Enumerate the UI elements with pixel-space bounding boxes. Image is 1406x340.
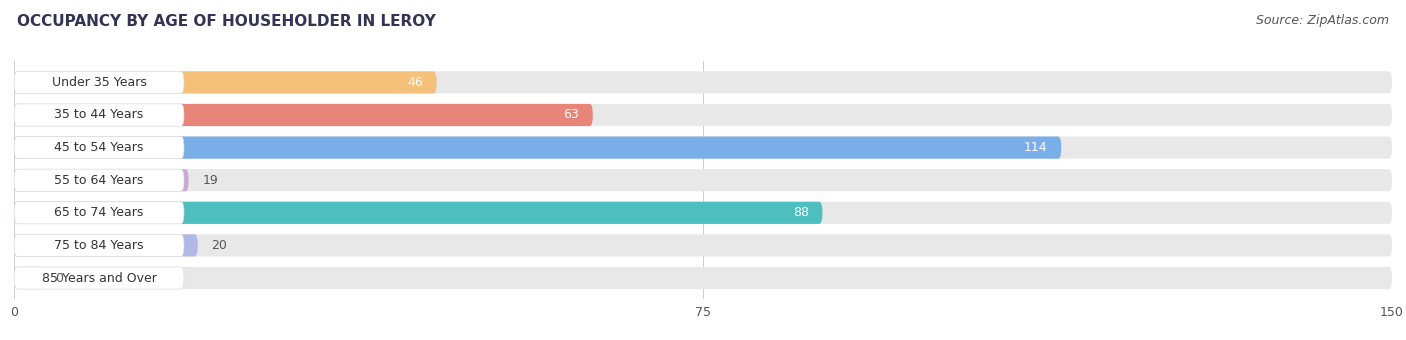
Text: Source: ZipAtlas.com: Source: ZipAtlas.com <box>1256 14 1389 27</box>
FancyBboxPatch shape <box>14 104 1392 126</box>
FancyBboxPatch shape <box>14 71 184 94</box>
FancyBboxPatch shape <box>14 234 198 256</box>
FancyBboxPatch shape <box>14 234 1392 256</box>
Text: 0: 0 <box>55 272 63 285</box>
FancyBboxPatch shape <box>14 267 42 289</box>
FancyBboxPatch shape <box>14 267 1392 289</box>
FancyBboxPatch shape <box>14 137 1062 159</box>
FancyBboxPatch shape <box>14 104 593 126</box>
Text: 65 to 74 Years: 65 to 74 Years <box>55 206 143 219</box>
FancyBboxPatch shape <box>14 234 184 256</box>
Text: 20: 20 <box>211 239 228 252</box>
Text: 114: 114 <box>1024 141 1047 154</box>
Text: 75 to 84 Years: 75 to 84 Years <box>55 239 143 252</box>
FancyBboxPatch shape <box>14 202 1392 224</box>
Text: 63: 63 <box>564 108 579 121</box>
Text: 46: 46 <box>408 76 423 89</box>
FancyBboxPatch shape <box>14 104 184 126</box>
FancyBboxPatch shape <box>14 267 184 289</box>
FancyBboxPatch shape <box>14 71 1392 94</box>
Text: 35 to 44 Years: 35 to 44 Years <box>55 108 143 121</box>
FancyBboxPatch shape <box>14 169 1392 191</box>
FancyBboxPatch shape <box>14 71 437 94</box>
FancyBboxPatch shape <box>14 202 823 224</box>
FancyBboxPatch shape <box>14 169 184 191</box>
Text: 19: 19 <box>202 174 218 187</box>
Text: Under 35 Years: Under 35 Years <box>52 76 146 89</box>
Text: 88: 88 <box>793 206 808 219</box>
Text: 85 Years and Over: 85 Years and Over <box>42 272 156 285</box>
FancyBboxPatch shape <box>14 137 1392 159</box>
FancyBboxPatch shape <box>14 137 184 159</box>
FancyBboxPatch shape <box>14 169 188 191</box>
Text: 45 to 54 Years: 45 to 54 Years <box>55 141 143 154</box>
Text: 55 to 64 Years: 55 to 64 Years <box>55 174 143 187</box>
FancyBboxPatch shape <box>14 202 184 224</box>
Text: OCCUPANCY BY AGE OF HOUSEHOLDER IN LEROY: OCCUPANCY BY AGE OF HOUSEHOLDER IN LEROY <box>17 14 436 29</box>
